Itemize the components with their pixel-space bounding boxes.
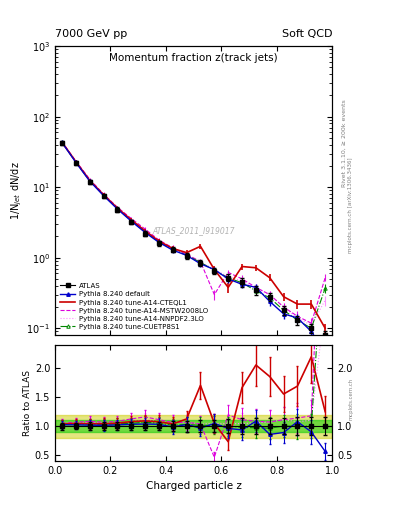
Text: ATLAS_2011_I919017: ATLAS_2011_I919017 (152, 226, 235, 236)
Text: Momentum fraction z(track jets): Momentum fraction z(track jets) (109, 53, 278, 63)
Text: mcplots.cern.ch [arXiv:1306.3436]: mcplots.cern.ch [arXiv:1306.3436] (349, 157, 353, 252)
X-axis label: Charged particle z: Charged particle z (146, 481, 241, 491)
Text: mcplots.cern.ch: mcplots.cern.ch (349, 378, 353, 420)
Y-axis label: Ratio to ATLAS: Ratio to ATLAS (23, 370, 32, 436)
Legend: ATLAS, Pythia 8.240 default, Pythia 8.240 tune-A14-CTEQL1, Pythia 8.240 tune-A14: ATLAS, Pythia 8.240 default, Pythia 8.24… (59, 281, 209, 332)
Text: Soft QCD: Soft QCD (282, 29, 332, 39)
Text: 7000 GeV pp: 7000 GeV pp (55, 29, 127, 39)
Y-axis label: 1/N$_{jet}$ dN/dz: 1/N$_{jet}$ dN/dz (9, 161, 24, 220)
Text: Rivet 3.1.10, ≥ 200k events: Rivet 3.1.10, ≥ 200k events (342, 99, 346, 187)
